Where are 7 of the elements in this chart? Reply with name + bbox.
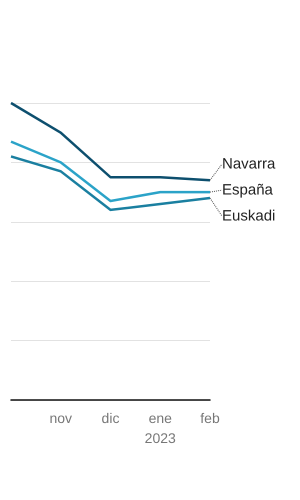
series-label: Euskadi: [222, 208, 276, 225]
x-tick-label: feb: [200, 410, 220, 426]
series-label: Navarra: [222, 156, 276, 173]
series-label: España: [222, 182, 274, 199]
x-tick-label: dic: [102, 410, 120, 426]
x-tick-label: ene 2023: [144, 410, 176, 446]
x-tick-label: nov: [49, 410, 72, 426]
